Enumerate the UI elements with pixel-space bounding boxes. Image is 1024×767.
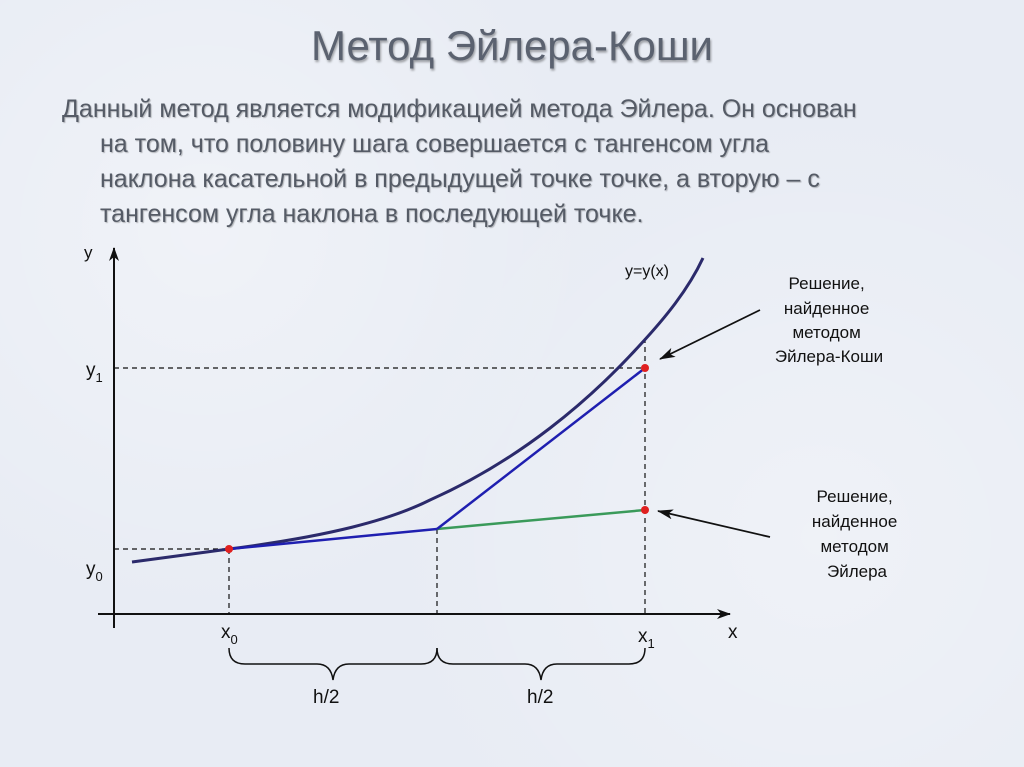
left-half-step-label: h/2 — [313, 687, 339, 708]
description-line-3: наклона касательной в предыдущей точке т… — [100, 165, 820, 193]
description-text: Данный метод является модификацией метод… — [62, 92, 982, 232]
y1-label: y1 — [86, 360, 103, 385]
page-title: Метод Эйлера-Коши — [311, 22, 713, 69]
description-line-2: на том, что половину шага совершается с … — [100, 130, 770, 158]
euler-step-line — [436, 508, 646, 531]
description-line-4: тангенсом угла наклона в последующей точ… — [100, 200, 644, 228]
cauchy-step-line — [436, 367, 646, 530]
cauchy-annotation-arrow — [659, 309, 761, 360]
right-half-brace — [436, 647, 646, 681]
x0-label: x0 — [221, 622, 238, 647]
y-axis-label: y — [84, 243, 93, 262]
right-half-step-label: h/2 — [527, 687, 553, 708]
euler-annotation: Решение, найденное методом Эйлера — [812, 487, 902, 581]
solution-curve — [131, 257, 705, 564]
euler-annotation-arrow — [657, 509, 771, 538]
x1-label: x1 — [638, 626, 655, 651]
euler-solution-point — [641, 506, 649, 514]
x-axis-label: x — [728, 622, 738, 643]
y0-label: y0 — [86, 559, 103, 584]
start-point — [225, 545, 233, 553]
cauchy-solution-point — [641, 364, 649, 372]
cauchy-annotation: Решение, найденное методом Эйлера-Коши — [775, 274, 883, 366]
left-half-brace — [228, 647, 438, 681]
description-line-1: Данный метод является модификацией метод… — [62, 95, 857, 123]
euler-tangent-line — [228, 527, 438, 551]
curve-label: y=y(x) — [625, 263, 669, 280]
